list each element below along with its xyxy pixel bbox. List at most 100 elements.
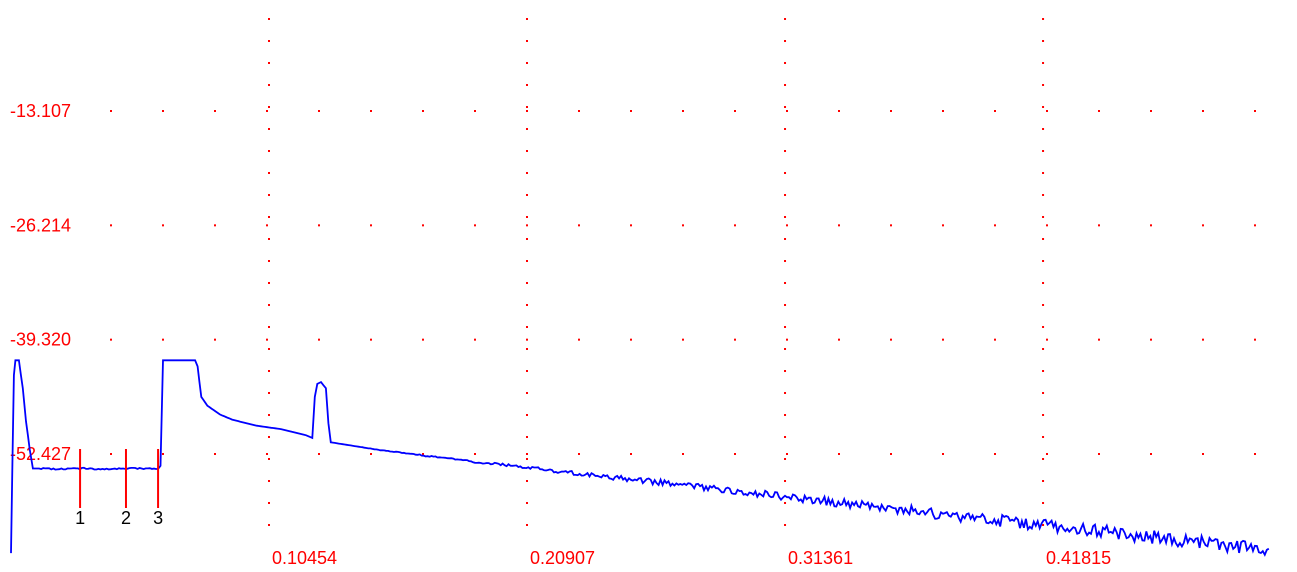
grid-dot (890, 110, 892, 112)
grid-dot (1150, 453, 1152, 455)
grid-dot (526, 458, 528, 460)
grid-dot (1042, 40, 1045, 42)
grid-dot (526, 370, 528, 372)
grid-dot (1150, 338, 1152, 341)
grid-dot (1042, 216, 1045, 218)
grid-dot (268, 150, 270, 152)
grid-dot (318, 453, 320, 455)
grid-dot (786, 338, 788, 341)
grid-dot (784, 62, 787, 64)
event-markers: 1 2 3 (75, 449, 163, 528)
y-tick-label: -52.427 (10, 444, 71, 464)
grid-dot (1042, 194, 1045, 196)
grid-dot (784, 326, 787, 328)
grid-dot (318, 110, 320, 112)
grid-dot (268, 106, 270, 108)
marker-label: 1 (75, 508, 85, 528)
marker-label: 3 (153, 508, 163, 528)
grid-dot (268, 370, 270, 372)
grid-dot (266, 453, 268, 455)
grid-dot (526, 414, 528, 416)
grid-dot (422, 110, 424, 112)
grid-dot (268, 260, 270, 262)
grid-dot (1042, 18, 1045, 20)
grid-dot (526, 40, 528, 42)
grid-dot (1042, 282, 1045, 284)
grid-dot (268, 480, 270, 482)
grid-dot (784, 238, 787, 240)
grid-dot (268, 282, 270, 284)
grid-dot (526, 106, 528, 108)
grid-dot (942, 110, 944, 112)
grid-dot (1202, 224, 1204, 227)
grid-dot (942, 453, 944, 455)
grid-dot (268, 304, 270, 306)
grid-dot (942, 224, 944, 227)
grid-dot (1254, 110, 1256, 112)
grid-dot (578, 110, 580, 112)
grid-dot (526, 216, 528, 218)
grid-dot (526, 260, 528, 262)
grid-dot (268, 40, 270, 42)
grid-dot (630, 453, 632, 455)
grid-dot (630, 110, 632, 112)
grid-dot (266, 224, 268, 227)
grid-dot (268, 216, 270, 218)
grid-dot (1254, 453, 1256, 455)
dotted-grid (110, 18, 1256, 526)
grid-dot (268, 348, 270, 350)
grid-dot (1042, 84, 1045, 86)
grid-dot (786, 224, 788, 227)
grid-dot (838, 224, 840, 227)
grid-dot (784, 216, 787, 218)
grid-dot (162, 110, 164, 112)
grid-dot (526, 150, 528, 152)
grid-dot (162, 338, 164, 341)
grid-dot (784, 150, 787, 152)
grid-dot (268, 414, 270, 416)
y-tick-labels: -13.107 -26.214 -39.320 -52.427 (10, 101, 71, 464)
grid-dot (1098, 338, 1100, 341)
trace-line (10, 359, 1270, 557)
grid-dot (268, 238, 270, 240)
y-tick-label: -39.320 (10, 330, 71, 350)
grid-dot (1150, 110, 1152, 112)
grid-dot (422, 453, 424, 455)
grid-dot (266, 110, 268, 112)
grid-dot (526, 172, 528, 174)
grid-dot (162, 224, 164, 227)
grid-dot (786, 453, 788, 455)
grid-dot (1046, 224, 1048, 227)
grid-dot (994, 110, 996, 112)
grid-dot (784, 414, 787, 416)
grid-dot (214, 224, 216, 227)
grid-dot (214, 110, 216, 112)
grid-dot (422, 338, 424, 341)
grid-dot (268, 128, 270, 130)
grid-dot (784, 304, 787, 306)
grid-dot (784, 106, 787, 108)
grid-dot (268, 436, 270, 438)
grid-dot (268, 392, 270, 394)
grid-dot (526, 194, 528, 196)
grid-dot (422, 224, 424, 227)
grid-dot (1098, 110, 1100, 112)
x-tick-labels: 0.10454 0.20907 0.31361 0.41815 (272, 548, 1111, 568)
grid-dot (1042, 458, 1045, 460)
x-tick-label: 0.31361 (788, 548, 853, 568)
grid-dot (1202, 453, 1204, 455)
grid-dot (1042, 260, 1045, 262)
grid-dot (110, 110, 112, 112)
grid-dot (994, 453, 996, 455)
grid-dot (268, 172, 270, 174)
grid-dot (474, 338, 476, 341)
grid-dot (784, 18, 787, 20)
grid-dot (1042, 414, 1045, 416)
grid-dot (1042, 172, 1045, 174)
grid-dot (734, 224, 736, 227)
grid-dot (474, 110, 476, 112)
grid-dot (526, 304, 528, 306)
grid-dot (268, 326, 270, 328)
marker-label: 2 (121, 508, 131, 528)
